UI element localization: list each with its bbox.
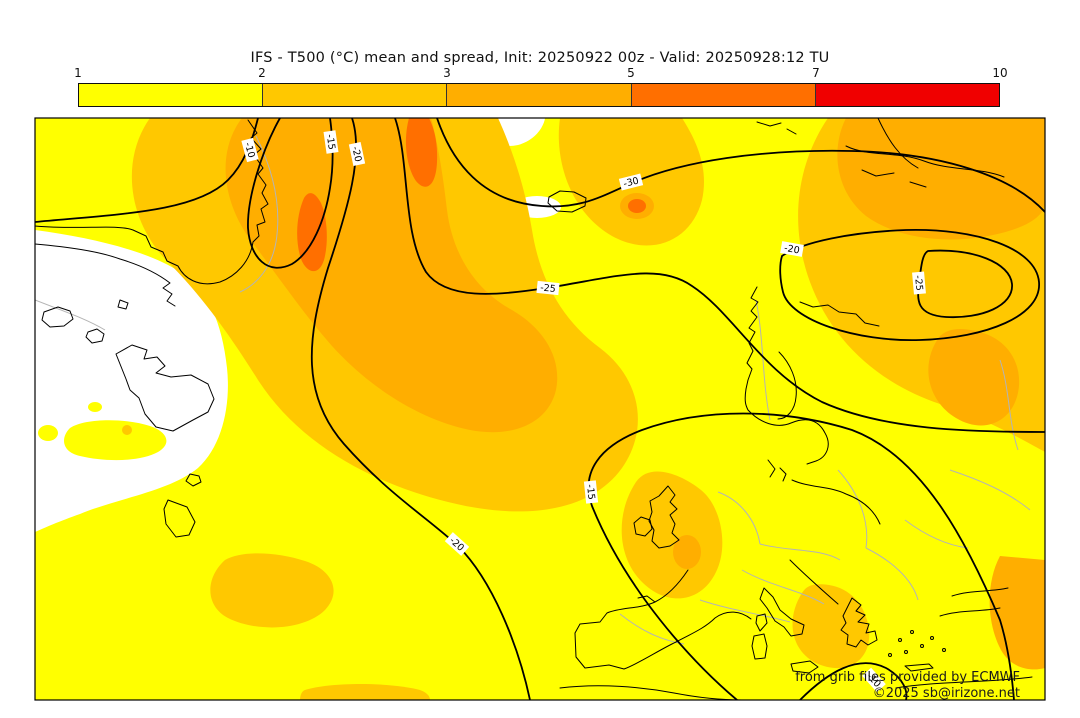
attribution-copyright: ©2025 sb@irizone.net [873, 686, 1020, 701]
colorbar-tick: 7 [812, 66, 820, 80]
contour-minus-30-north [436, 118, 1045, 213]
colorbar-bar [78, 83, 1000, 107]
svg-text:-10: -10 [242, 141, 257, 159]
svg-text:-25: -25 [540, 282, 557, 295]
colorbar-tick: 10 [992, 66, 1008, 80]
contour-label: -25 [536, 280, 560, 296]
colorbar-tick: 3 [443, 66, 451, 80]
svg-text:-20: -20 [349, 145, 363, 162]
spread-fill-patches [38, 402, 167, 461]
colorbar-segment-2-3 [262, 84, 447, 106]
colorbar-segment-5-7 [630, 84, 815, 106]
contour-minus-15-south [587, 412, 1015, 700]
contour-minus-10-south [799, 662, 908, 700]
contour-label: -10 [241, 137, 259, 163]
spread-fill-dot [122, 425, 132, 435]
contour-minus-25-central [394, 118, 1045, 433]
colorbar-segment-7-10 [814, 84, 1000, 106]
colorbar-tick: 2 [258, 66, 266, 80]
colorbar-segment-3-5 [446, 84, 631, 106]
contour-minus-20-atlantic [310, 118, 531, 700]
contour-minus-15-greenland [247, 118, 334, 269]
svg-text:-25: -25 [912, 275, 924, 291]
colorbar: 1 2 3 5 7 10 [74, 66, 1008, 107]
contour-label: -25 [912, 271, 926, 295]
contour-minus-20-east-loop [779, 229, 1040, 341]
svg-text:-20: -20 [783, 243, 800, 257]
contour-label: -20 [780, 241, 804, 257]
map-border [34, 117, 1046, 701]
country-borders [35, 135, 1031, 645]
contour-label: -15 [323, 130, 339, 154]
contour-labels: -10 -15 -20 -30 -20 [241, 130, 926, 693]
contour-label: -30 [618, 173, 644, 191]
svg-text:-15: -15 [324, 134, 337, 151]
colorbar-tick: 1 [74, 66, 82, 80]
contour-label: -15 [583, 480, 599, 504]
svg-text:-30: -30 [622, 175, 640, 189]
colorbar-tick: 5 [627, 66, 635, 80]
attribution-source: from grib files provided by ECMWF [795, 670, 1020, 685]
colorbar-segment-1-2 [79, 84, 263, 106]
contour-label: -20 [348, 141, 366, 167]
page-title: IFS - T500 (°C) mean and spread, Init: 2… [250, 50, 830, 66]
svg-text:-15: -15 [584, 484, 597, 501]
